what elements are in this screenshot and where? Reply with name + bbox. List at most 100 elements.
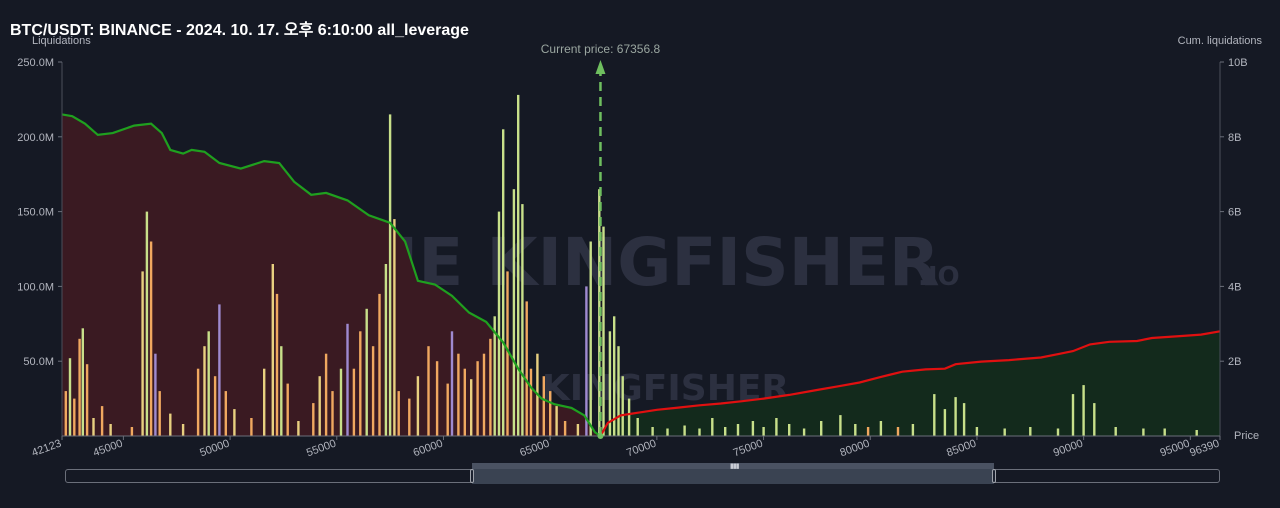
right-axis-name: Cum. liquidations [1178, 35, 1263, 47]
liquidation-bar [207, 331, 210, 436]
liquidation-bar [627, 398, 631, 436]
liquidation-bar [933, 394, 936, 436]
liquidation-bar [802, 428, 806, 436]
liquidation-bar [416, 376, 420, 436]
liquidation-bar [529, 368, 533, 436]
liquidation-bar [617, 346, 620, 436]
liquidation-bar [517, 94, 520, 437]
range-slider-left-handle[interactable] [470, 469, 474, 483]
liquidation-bar [636, 418, 639, 436]
liquidation-bar [563, 421, 567, 436]
liquidation-bar [493, 316, 496, 436]
range-slider-window[interactable]: ▮▮▮ [470, 463, 996, 484]
liquidation-bar [589, 241, 592, 436]
current-price-marker: Current price: 67356.8 [541, 42, 661, 439]
liquidation-bar [542, 376, 545, 436]
liquidation-bar [1071, 394, 1075, 436]
liquidation-bar [81, 328, 84, 436]
current-price-dot [597, 433, 604, 439]
liquidation-bar [280, 346, 283, 436]
liquidation-bar [1029, 427, 1032, 436]
liquidation-bar [463, 368, 466, 436]
drag-grip-icon[interactable]: ▮▮▮ [730, 463, 740, 470]
liquidation-bar [585, 286, 588, 436]
liquidation-bar [1114, 427, 1117, 436]
liquidation-bar [724, 427, 727, 436]
left-axis-name: Liquidations [32, 35, 91, 47]
range-slider-window-bar[interactable] [472, 463, 994, 469]
liquidation-bar [497, 211, 501, 436]
liquidation-bar [352, 368, 356, 436]
liquidation-bar [943, 409, 947, 436]
liquidation-bar [1195, 430, 1198, 436]
liquidation-bar [450, 331, 454, 436]
liquidation-bar [384, 264, 388, 436]
liquidation-bar [331, 391, 334, 436]
x-tick-label: 85000 [945, 438, 978, 460]
liquidation-bar [365, 308, 368, 436]
x-tick-label: 95000 [1159, 438, 1192, 460]
liquidation-bar [711, 418, 714, 436]
liquidation-bar [196, 368, 200, 436]
liquidation-bar [476, 361, 479, 436]
liquidation-bar [457, 353, 460, 436]
x-tick-label: 45000 [92, 438, 125, 460]
liquidation-bar [85, 364, 89, 436]
x-tick-label: 96390 [1188, 438, 1221, 460]
liquidation-bar [233, 409, 236, 436]
liquidation-bar [613, 316, 616, 436]
liquidation-bar [839, 415, 842, 436]
liquidation-bar [154, 353, 157, 436]
liquidation-bar [698, 428, 701, 436]
x-tick-label: 70000 [625, 438, 658, 460]
liquidation-bar [608, 331, 612, 436]
x-tick-label: 75000 [732, 438, 765, 460]
cumulative-lines [61, 113, 1221, 437]
liquidation-bar [324, 353, 328, 436]
liquidation-bar [1056, 428, 1060, 436]
liquidation-bar [446, 383, 449, 436]
current-price-label: Current price: 67356.8 [541, 42, 661, 56]
liquidation-bar [145, 211, 149, 436]
liquidation-bar [68, 358, 72, 436]
liquidation-bar [393, 219, 396, 436]
liquidation-bar [312, 403, 315, 436]
liquidation-bar [149, 241, 153, 436]
liquidation-bar [954, 397, 957, 436]
range-slider-right-handle[interactable] [992, 469, 996, 483]
liquidation-bar [762, 427, 765, 436]
liquidation-bar [100, 406, 104, 436]
liquidation-bar [203, 346, 206, 436]
x-axis-name: Price [1234, 430, 1259, 442]
liquidation-bar [1163, 428, 1166, 436]
liquidation-bar [169, 413, 172, 436]
current-price-arrow-icon [595, 60, 606, 74]
liquidation-bar [512, 189, 516, 436]
liquidation-bar [78, 338, 81, 436]
liquidation-bar [213, 376, 217, 436]
liquidation-bar [318, 376, 321, 436]
liquidation-bar [525, 301, 528, 436]
liquidation-bar [371, 346, 375, 436]
x-tick-label: 80000 [838, 438, 871, 460]
liquidation-bar [506, 271, 509, 436]
left-tick-label: 150.0M [17, 207, 54, 219]
liquidation-bar [397, 391, 400, 436]
x-tick-label: 60000 [412, 438, 445, 460]
liquidation-bar [286, 383, 289, 436]
liquidation-bar [435, 361, 439, 436]
x-tick-label: 50000 [198, 438, 231, 460]
liquidation-bar [275, 293, 279, 436]
liquidation-bar [482, 353, 486, 436]
liquidation-bar [576, 424, 580, 436]
liquidation-bar [1142, 428, 1145, 436]
liquidation-bar [130, 427, 134, 436]
right-tick-label: 8B [1228, 132, 1241, 144]
liquidation-bar [683, 425, 686, 436]
liquidation-bar [962, 403, 966, 436]
liquidation-bar [378, 293, 381, 436]
liquidation-bar [555, 406, 558, 436]
chart-title: BTC/USDT: BINANCE - 2024. 10. 17. 오후 6:1… [10, 22, 469, 39]
liquidation-bar [158, 391, 161, 436]
liquidation-bar [502, 129, 505, 437]
